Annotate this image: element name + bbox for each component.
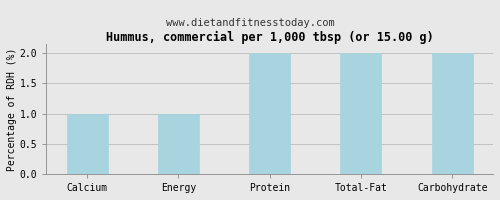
Bar [249,53,290,174]
Bar [66,114,108,174]
Text: www.dietandfitnesstoday.com: www.dietandfitnesstoday.com [166,18,334,28]
Y-axis label: Percentage of RDH (%): Percentage of RDH (%) [7,47,17,171]
Bar [158,114,199,174]
Bar [432,53,473,174]
Bar [340,53,382,174]
Title: Hummus, commercial per 1,000 tbsp (or 15.00 g): Hummus, commercial per 1,000 tbsp (or 15… [106,31,434,44]
